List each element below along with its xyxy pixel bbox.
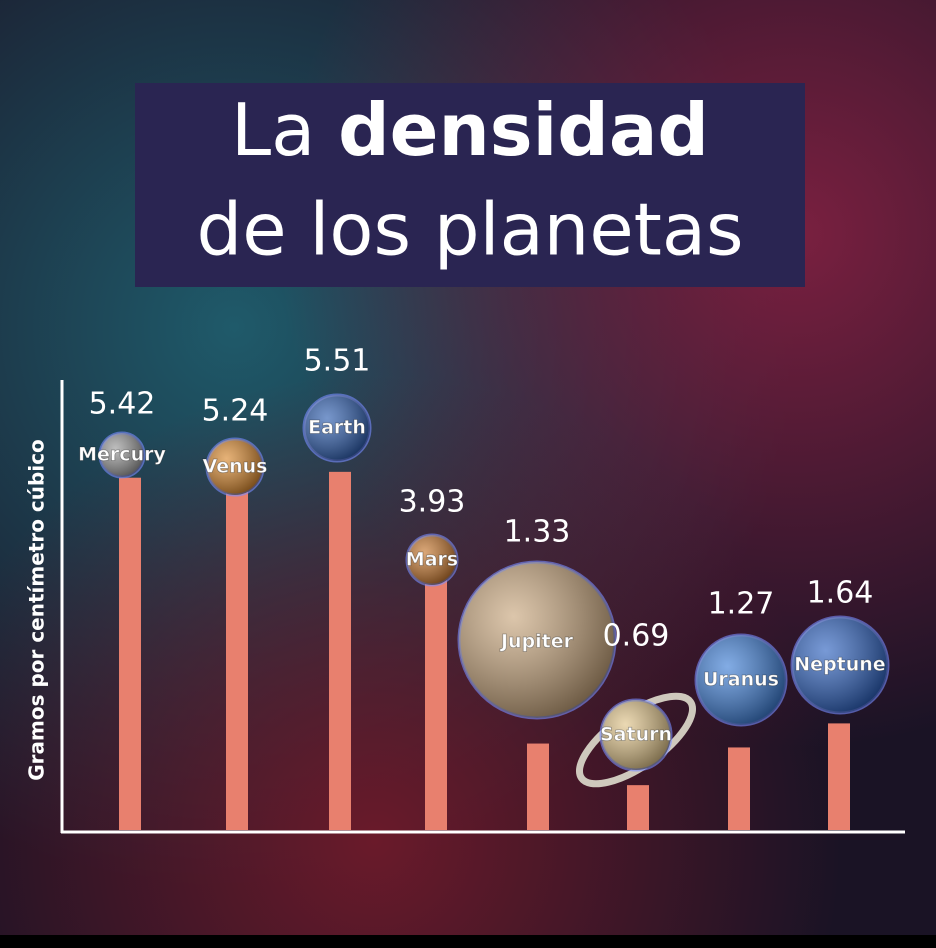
planet-shade [304, 395, 370, 461]
title-normal: La [231, 88, 315, 172]
planet-label: Earth [308, 417, 366, 439]
title-bold: densidad [338, 88, 709, 172]
planet-shade [459, 562, 615, 718]
value-label: 5.24 [202, 394, 269, 429]
value-label: 5.51 [304, 344, 371, 379]
planet-label: Neptune [794, 654, 885, 676]
bar [527, 743, 549, 830]
y-axis-label: Gramos por centímetro cúbico [25, 439, 49, 781]
value-label: 0.69 [603, 619, 670, 654]
planet-label: Uranus [703, 669, 779, 691]
planet-label: Mars [406, 549, 458, 571]
value-label: 3.93 [399, 485, 466, 520]
value-label: 1.64 [807, 576, 874, 611]
planet-label: Saturn [600, 724, 672, 746]
planet-label: Venus [203, 456, 268, 478]
planet-shade [601, 700, 671, 770]
planet-shade [207, 439, 263, 495]
planet-shade [696, 635, 786, 725]
bar [226, 489, 248, 830]
bar [119, 477, 141, 830]
value-label: 1.33 [504, 515, 571, 550]
bar [627, 785, 649, 830]
bar [425, 574, 447, 830]
planet-shade [100, 433, 144, 477]
marks: Mercury 5.42 Venus 5.24 Earth 5.51 Mars 3.93 Jup… [78, 344, 890, 830]
value-label: 5.42 [89, 387, 156, 422]
bar [828, 723, 850, 830]
title-box [135, 83, 805, 287]
bar [728, 747, 750, 830]
chart-title: La densidad [231, 88, 709, 172]
planet-label: Mercury [78, 444, 166, 466]
planet-shade [407, 535, 457, 585]
planet-shade [792, 617, 888, 713]
planet-label: Jupiter [499, 631, 574, 653]
bottom-strip [0, 935, 936, 948]
bar [329, 471, 351, 830]
value-label: 1.27 [708, 587, 775, 622]
chart-title: de los planetas [197, 188, 744, 272]
